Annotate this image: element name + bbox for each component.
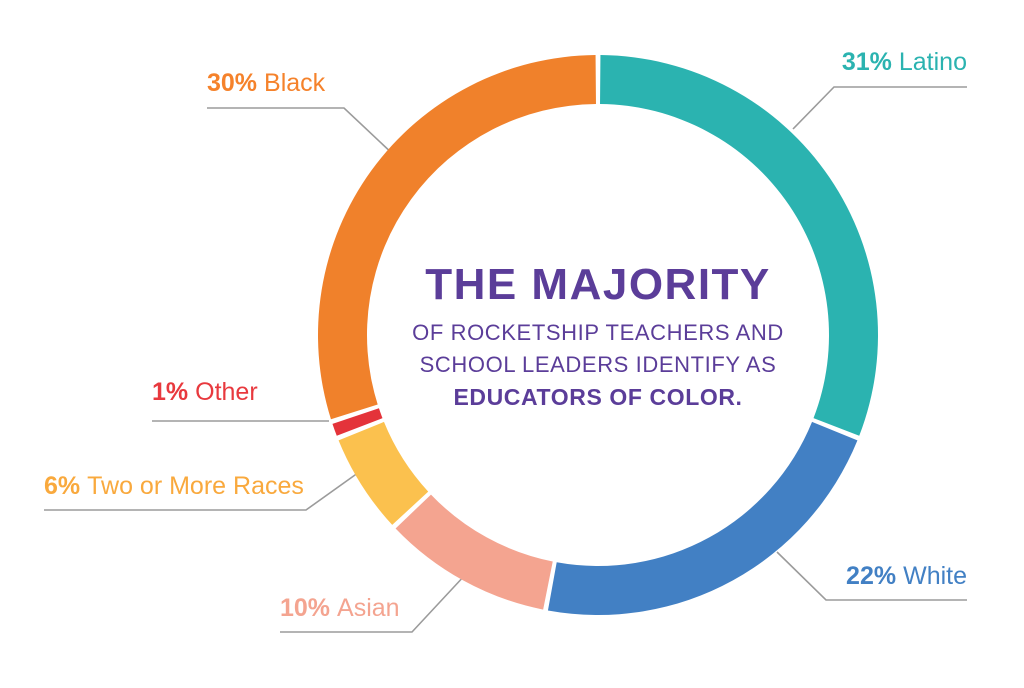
label-asian: 10% Asian [280,594,400,623]
chart-title-line: THE MAJORITY [425,260,771,309]
label-two-or-more-races-name: Two or More Races [87,472,304,500]
slice-asian [395,494,553,610]
label-black-pct: 30% [207,69,258,97]
label-two-or-more-races: 6% Two or More Races [44,472,304,501]
chart-subtitle-line-1: OF ROCKETSHIP TEACHERS AND [412,320,784,345]
label-two-or-more-races-pct: 6% [44,472,81,500]
label-black: 30% Black [207,69,326,98]
label-latino-name: Latino [898,48,967,76]
label-other-pct: 1% [152,378,189,406]
label-other: 1% Other [152,378,258,407]
leader-line-two-or-more-races [44,469,363,511]
slice-other [332,408,383,436]
slice-black [317,55,596,420]
leader-line-white [776,551,967,601]
label-white-name: White [903,562,967,590]
label-latino: 31% Latino [841,48,967,77]
leader-line-latino [792,86,967,130]
slice-white [547,421,858,616]
label-white-pct: 22% [846,562,897,590]
label-other-name: Other [195,378,258,406]
slice-two-or-more-races [338,421,429,525]
label-white: 22% White [846,562,967,591]
donut-slices [317,55,879,616]
label-black-name: Black [264,69,326,97]
leader-line-asian [280,573,467,633]
slice-latino [600,55,879,436]
label-asian-pct: 10% [280,594,331,622]
chart-emphasis-line: EDUCATORS OF COLOR. [453,384,743,410]
leader-line-black [207,107,397,158]
label-latino-pct: 31% [841,48,892,76]
label-asian-name: Asian [337,594,400,622]
chart-center-text: THE MAJORITY OF ROCKETSHIP TEACHERS AND … [358,263,838,414]
chart-subtitle-line-2: SCHOOL LEADERS IDENTIFY AS [419,352,777,377]
